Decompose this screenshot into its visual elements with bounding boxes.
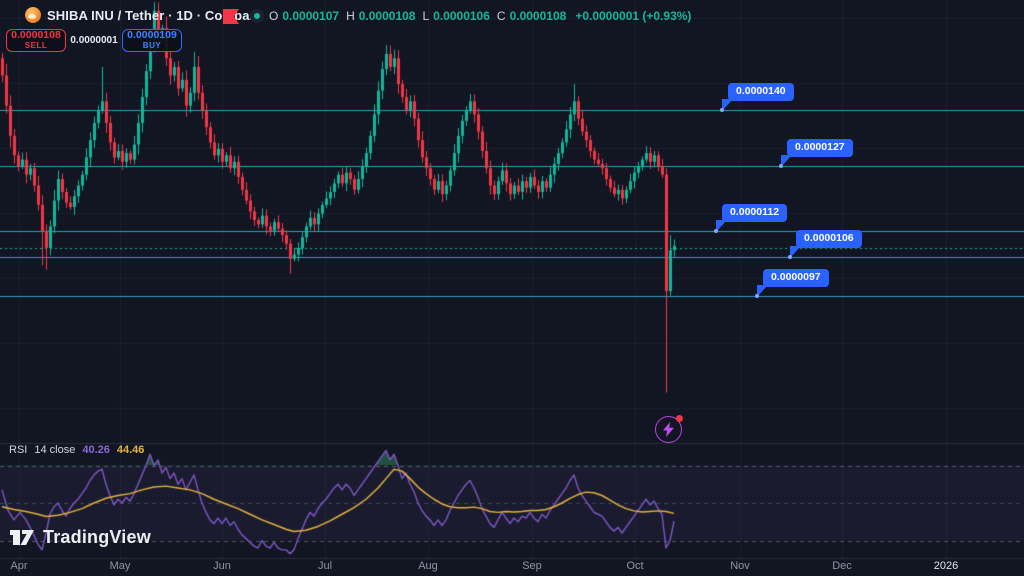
price-level-label[interactable]: 0.0000097 — [755, 269, 829, 298]
time-axis[interactable]: Apr May Jun Jul Aug Sep Oct Nov Dec 2026 — [0, 559, 1024, 576]
close-value: 0.0000108 — [509, 9, 567, 23]
rsi-value: 40.26 — [82, 444, 110, 456]
price-level-label[interactable]: 0.0000127 — [779, 139, 853, 168]
shiba-inu-logo — [25, 7, 41, 23]
buy-button[interactable]: 0.0000109 BUY — [122, 29, 182, 52]
rsi-legend: RSI 14 close 40.26 44.46 — [9, 444, 144, 456]
time-axis-label: Oct — [626, 560, 644, 572]
time-axis-label: Sep — [522, 560, 542, 572]
symbol-title: SHIBA INU / Tether · 1D · Coinbase — [47, 8, 265, 23]
tradingview-watermark: TradingView — [10, 527, 151, 548]
flag-icon[interactable] — [223, 9, 240, 24]
price-level-label[interactable]: 0.0000140 — [720, 83, 794, 112]
time-axis-label: Aug — [418, 560, 438, 572]
buy-label: BUY — [142, 41, 162, 51]
rsi-params: 14 close — [34, 444, 76, 456]
tradingview-logo-icon — [10, 530, 34, 545]
low-label: L — [422, 9, 430, 23]
time-axis-label: Apr — [10, 560, 28, 572]
spread-value: 0.0000001 — [70, 35, 118, 46]
ohlc-readout: O 0.0000107 H 0.0000108 L 0.0000106 C 0.0000… — [269, 9, 691, 23]
time-axis-label: 2026 — [933, 560, 959, 572]
buy-price: 0.0000109 — [127, 29, 177, 42]
price-level-text: 0.0000112 — [730, 206, 780, 218]
low-value: 0.0000106 — [433, 9, 490, 23]
time-axis-label: Dec — [832, 560, 852, 572]
close-label: C — [496, 9, 506, 23]
rsi-title: RSI — [9, 444, 28, 456]
watermark-text: TradingView — [43, 527, 151, 547]
price-level-label[interactable]: 0.0000106 — [788, 230, 862, 259]
order-panel: 0.0000108 SELL 0.0000001 0.0000109 BUY — [6, 29, 182, 52]
sell-button[interactable]: 0.0000108 SELL — [6, 29, 66, 52]
notification-dot — [676, 415, 683, 422]
price-level-text: 0.0000106 — [804, 232, 854, 244]
high-value: 0.0000108 — [358, 9, 416, 23]
time-axis-label: Nov — [730, 560, 750, 572]
time-axis-label: Jun — [213, 560, 231, 572]
market-status-icon — [250, 9, 264, 23]
price-level-text: 0.0000140 — [736, 85, 786, 97]
price-level-text: 0.0000127 — [795, 141, 845, 153]
price-level-text: 0.0000097 — [771, 271, 821, 283]
flash-event-icon[interactable] — [655, 415, 683, 443]
open-label: O — [269, 9, 279, 23]
open-value: 0.0000107 — [282, 9, 340, 23]
time-axis-label: Jul — [317, 560, 333, 572]
sell-price: 0.0000108 — [11, 29, 61, 42]
change-value: +0.0000001 (+0.93%) — [575, 9, 692, 23]
sell-label: SELL — [24, 41, 48, 51]
rsi-ma-value: 44.46 — [116, 444, 145, 456]
time-axis-label: May — [109, 560, 131, 572]
high-label: H — [346, 9, 355, 23]
price-level-label[interactable]: 0.0000112 — [714, 204, 788, 233]
